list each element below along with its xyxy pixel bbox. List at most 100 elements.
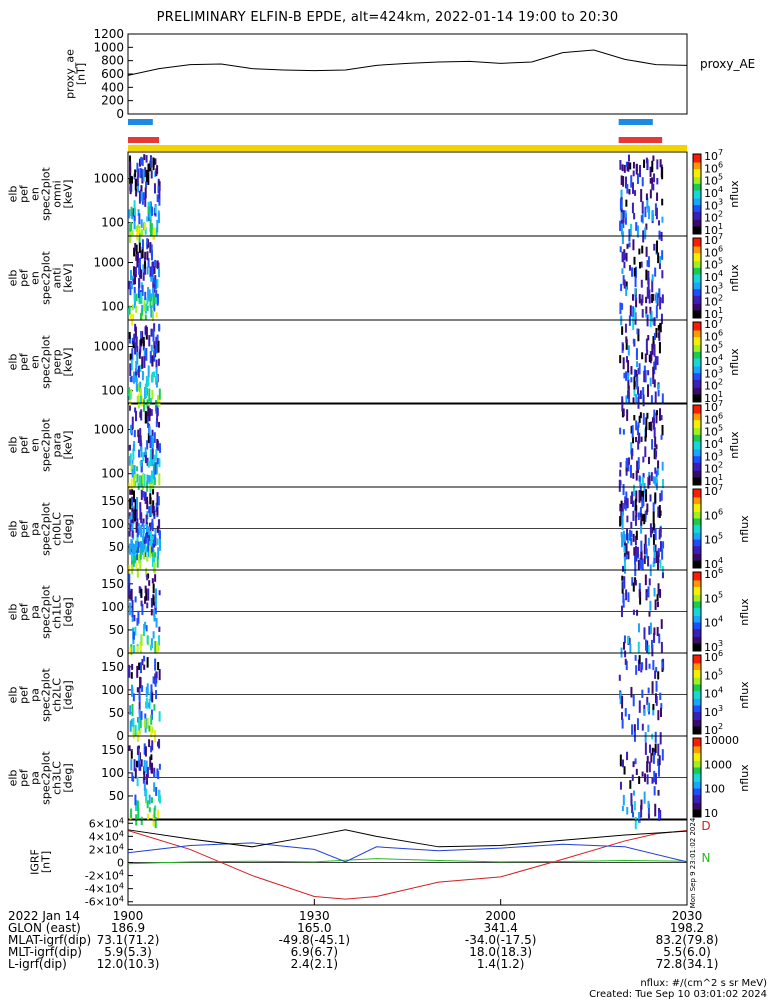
pitch-spectrogram-pixel — [143, 743, 146, 755]
energy-spectrogram-pixel — [632, 338, 635, 344]
energy-spectrogram-pixel — [646, 349, 649, 356]
energy-spectrogram-pixel — [158, 388, 161, 400]
pitch-spectrogram-pixel — [652, 502, 655, 513]
energy-spectrogram-pixel — [138, 257, 141, 268]
energy-colorbar-seg — [693, 386, 701, 388]
pitch-spectrogram-pixel — [641, 490, 644, 500]
pitch-ytick-label: 0 — [116, 729, 124, 743]
energy-spectrogram-pixel — [155, 344, 158, 354]
energy-spectrogram-pixel — [155, 367, 158, 375]
pitch-colorbar-seg — [693, 500, 701, 503]
time-axis-value: -34.0(-17.5) — [464, 933, 537, 947]
pitch-colorbar-seg — [693, 611, 701, 614]
energy-spectrogram-pixel — [129, 178, 132, 184]
pitch-spectrogram-pixel — [147, 588, 150, 601]
pitch-colorbar-seg — [693, 702, 701, 705]
pitch-spectrogram-pixel — [143, 781, 146, 791]
energy-spectrogram-pixel — [633, 267, 636, 277]
energy-spectrogram-pixel — [630, 425, 633, 434]
energy-spectrogram-pixel — [130, 478, 133, 490]
pitch-cbar-label: 106 — [704, 649, 723, 664]
pitch-spectrogram-pixel — [657, 710, 660, 721]
pitch-colorbar-seg — [693, 591, 701, 594]
energy-cbar-label: 105 — [704, 341, 723, 356]
energy-spectrogram-pixel — [128, 445, 131, 451]
energy-spectrogram-pixel — [656, 159, 659, 170]
pitch-spectrogram-pixel — [140, 600, 143, 607]
pitch-spectrogram-pixel — [660, 490, 663, 501]
pitch-spectrogram-pixel — [140, 524, 143, 538]
energy-colorbar-seg — [693, 276, 701, 279]
energy-spectrogram-pixel — [655, 327, 658, 338]
pitch-spectrogram-pixel — [134, 596, 137, 603]
energy-spectrogram-pixel — [652, 417, 655, 430]
pitch-spectrogram-pixel — [659, 541, 662, 552]
pitch-spectrogram-pixel — [639, 490, 642, 501]
energy-spectrogram-pixel — [625, 371, 628, 381]
energy-spectrogram-pixel — [619, 462, 622, 468]
pitch-spectrogram-pixel — [130, 759, 133, 771]
energy-colorbar-seg — [693, 427, 701, 430]
pitch-spectrogram-pixel — [135, 521, 138, 533]
energy-colorbar-seg — [693, 172, 701, 175]
pitch-colorbar-seg — [693, 511, 701, 514]
energy-spectrogram-pixel — [632, 436, 635, 444]
pitch-spectrogram-pixel — [621, 805, 624, 812]
energy-ytick-label: 100 — [101, 467, 124, 481]
pitch-spectrogram-pixel — [137, 760, 140, 768]
energy-spectrogram-pixel — [139, 434, 142, 447]
pitch-colorbar-seg — [693, 756, 701, 759]
energy-spectrogram-pixel — [619, 302, 622, 315]
energy-spectrogram-pixel — [623, 253, 626, 260]
energy-spectrogram-pixel — [626, 184, 629, 194]
pitch-colorbar-seg — [693, 687, 701, 690]
energy-colorbar-seg — [693, 222, 701, 224]
pitch-colorbar-seg — [693, 658, 701, 661]
energy-spectrogram-pixel — [633, 384, 636, 397]
pitch-spectrogram-pixel — [648, 578, 651, 586]
pitch-cbar-label: 106 — [704, 507, 723, 522]
pitch-spectrogram-pixel — [637, 512, 640, 521]
pitch-spectrogram-pixel — [655, 695, 658, 706]
pitch-colorbar-seg — [693, 552, 701, 555]
pitch-spectrogram-pixel — [131, 616, 134, 622]
energy-spectrogram-pixel — [634, 266, 637, 278]
energy-spectrogram-pixel — [638, 164, 641, 178]
pitch-spectrogram-pixel — [644, 510, 647, 519]
energy-spectrogram-pixel — [640, 189, 643, 202]
energy-spectrogram-pixel — [150, 206, 153, 216]
energy-spectrogram-pixel — [657, 384, 660, 390]
energy-spectrogram-pixel — [661, 216, 664, 223]
energy-spectrogram-pixel — [141, 284, 144, 296]
pitch-spectrogram-pixel — [139, 676, 142, 689]
energy-spectrogram-pixel — [135, 305, 138, 313]
energy-colorbar-seg — [693, 463, 701, 466]
energy-colorbar-seg — [693, 179, 701, 182]
pitch-colorbar-seg — [693, 608, 701, 611]
energy-colorbar-seg — [693, 247, 701, 250]
pitch-spectrogram-pixel — [146, 635, 149, 645]
pitch-spectrogram-pixel — [645, 544, 648, 555]
pitch-colorbar-seg — [693, 690, 701, 693]
pitch-colorbar-seg — [693, 697, 701, 699]
pitch-spectrogram-pixel — [634, 579, 637, 586]
energy-spectrogram-pixel — [158, 268, 161, 278]
energy-spectrogram-pixel — [153, 349, 156, 362]
pitch-colorbar-seg — [693, 680, 701, 682]
energy-spectrogram-pixel — [149, 351, 152, 364]
energy-colorbar-seg — [693, 342, 701, 344]
igrf-component-line — [127, 829, 688, 900]
igrf-label-d: D — [701, 819, 710, 833]
energy-spectrogram-pixel — [140, 463, 143, 473]
energy-spectrogram-pixel — [625, 336, 628, 343]
energy-colorbar-seg — [693, 394, 701, 396]
pitch-spectrogram-pixel — [633, 800, 636, 811]
energy-spectrogram-pixel — [631, 267, 634, 277]
pitch-spectrogram-pixel — [130, 672, 133, 679]
pitch-spectrogram-pixel — [647, 586, 650, 598]
pitch-spectrogram-pixel — [131, 554, 134, 561]
pitch-spectrogram-pixel — [136, 618, 139, 626]
energy-spectrogram-pixel — [136, 466, 139, 472]
energy-spectrogram-pixel — [630, 449, 633, 460]
energy-spectrogram-pixel — [133, 200, 136, 213]
